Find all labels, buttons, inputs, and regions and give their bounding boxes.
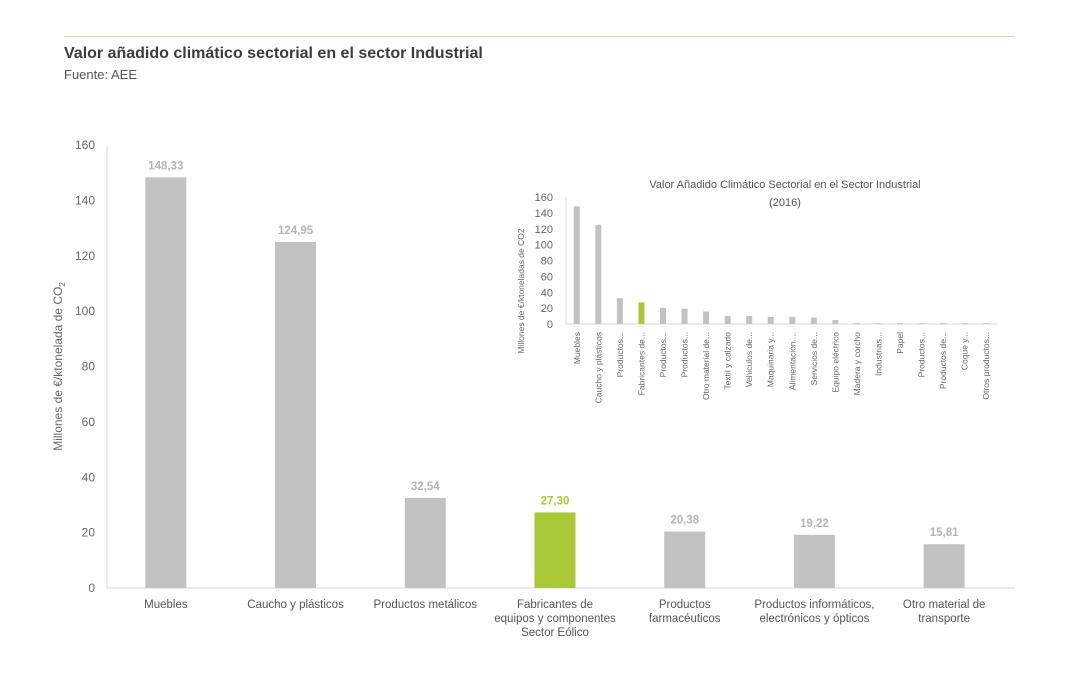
inset-x-category-label: Vehiculos de... <box>744 332 754 387</box>
main-bars: 148,33 Muebles 124,95 Caucho y plásticos 32,… <box>144 160 985 639</box>
inset-bar <box>810 317 817 324</box>
x-category-label: Productos informáticos, electrónicos y óp… <box>754 599 874 625</box>
bar <box>664 531 706 588</box>
inset-bar <box>853 323 860 325</box>
bar-value-label: 19,22 <box>800 518 829 530</box>
inset-x-category-label: Productos... <box>615 332 625 377</box>
inset-title: Valor Añadido Climático Sectorial en el … <box>649 179 920 191</box>
inset-x-category-label: Coque y... <box>960 332 970 370</box>
inset-y-tick-label: 80 <box>541 256 553 268</box>
inset-bar <box>724 316 731 324</box>
inset-x-category-label: Productos... <box>917 332 927 377</box>
y-tick-label: 100 <box>75 304 95 318</box>
inset-bar-highlight <box>638 302 645 324</box>
inset-y-tick-label: 60 <box>541 271 553 283</box>
inset-x-category-label: Productos de... <box>938 332 948 389</box>
inset-x-category-label: Productos... <box>680 332 690 377</box>
inset-x-category-label: Otros productos... <box>981 332 991 400</box>
page-title: Valor añadido climático sectorial en el … <box>64 45 483 62</box>
inset-bar <box>832 320 839 324</box>
bar <box>145 177 187 588</box>
x-category-label: Productos farmacéuticos <box>649 599 721 625</box>
y-axis-label: Millones de €/ktonelada de CO2 <box>51 282 67 451</box>
inset-x-category-label: Madera y corcho <box>852 332 862 396</box>
inset-y-tick-label: 160 <box>535 192 553 204</box>
inset-x-category-label: Maquinaria y... <box>766 332 776 387</box>
x-category-label: Caucho y plásticos <box>247 599 344 611</box>
inset-bar <box>961 323 968 325</box>
inset-x-category-label: Productos... <box>658 332 668 377</box>
inset-bar <box>616 298 623 324</box>
inset-x-category-label: Equipo eléctrico <box>830 332 840 393</box>
inset-bar <box>897 323 904 325</box>
bar <box>275 242 317 589</box>
inset-bar <box>573 206 580 324</box>
bar-value-label: 124,95 <box>278 225 314 237</box>
bar-highlight <box>534 512 576 588</box>
bar-value-label: 27,30 <box>541 495 570 507</box>
inset-bar <box>681 308 688 324</box>
inset-bar <box>746 316 753 324</box>
inset-bar <box>659 307 666 324</box>
inset-bar <box>983 323 990 325</box>
header-divider <box>64 36 1015 37</box>
inset-bar <box>940 323 947 325</box>
inset-x-category-label: Textil y calzado <box>723 332 733 390</box>
x-category-label: Fabricantes de equipos y componentes Secto… <box>494 599 616 639</box>
inset-x-category-label: Alimentación.... <box>787 332 797 390</box>
inset-bar <box>703 311 710 324</box>
inset-x-category-label: Industrias... <box>873 332 883 376</box>
bar-value-label: 20,38 <box>670 515 699 527</box>
inset-x-category-label: Muebles <box>572 332 582 364</box>
bar-value-label: 32,54 <box>411 481 440 493</box>
x-category-label: Otro material de transporte <box>903 599 985 625</box>
inset-chart: Valor Añadido Climático Sectorial en el … <box>516 179 997 403</box>
inset-bar <box>875 323 882 325</box>
inset-y-tick-label: 100 <box>535 240 553 252</box>
bar-value-label: 148,33 <box>148 160 183 172</box>
inset-x-category-label: Otro material de... <box>701 332 711 400</box>
inset-x-category-label: Fabricantes de... <box>636 332 646 395</box>
y-tick-label: 20 <box>82 526 96 540</box>
inset-bar <box>918 323 925 325</box>
x-category-label: Productos metálicos <box>374 599 478 611</box>
inset-x-category-label: Papel <box>895 332 905 354</box>
inset-y-tick-label: 140 <box>535 208 553 220</box>
inset-y-tick-label: 120 <box>535 224 553 236</box>
inset-x-category-label: Servicios de... <box>809 332 819 385</box>
bar <box>793 534 835 588</box>
y-tick-label: 60 <box>82 415 96 429</box>
inset-y-tick-label: 0 <box>547 319 553 331</box>
inset-bar <box>595 224 602 324</box>
inset-subtitle: (2016) <box>769 197 801 209</box>
bar-value-label: 15,81 <box>930 527 959 539</box>
y-tick-label: 140 <box>75 193 95 207</box>
x-category-label: Muebles <box>144 599 188 611</box>
inset-y-tick-label: 20 <box>541 303 553 315</box>
inset-x-category-label: Caucho y plásticos <box>593 332 603 403</box>
main-axes: 0 20 40 60 80 100 120 140 160 Millones de €/ktone… <box>51 138 1015 595</box>
source-label: Fuente: AEE <box>64 67 137 82</box>
y-tick-label: 160 <box>75 138 95 152</box>
y-tick-label: 40 <box>82 470 96 484</box>
inset-bar <box>789 316 796 324</box>
bar <box>404 497 446 588</box>
inset-y-axis-label: Millones de €/ktoneladas de CO2 <box>516 228 526 353</box>
inset-bar <box>767 316 774 324</box>
y-tick-label: 0 <box>88 581 95 595</box>
y-tick-label: 120 <box>75 249 95 263</box>
inset-y-tick-label: 40 <box>541 287 553 299</box>
y-tick-label: 80 <box>82 360 96 374</box>
bar <box>923 544 965 588</box>
